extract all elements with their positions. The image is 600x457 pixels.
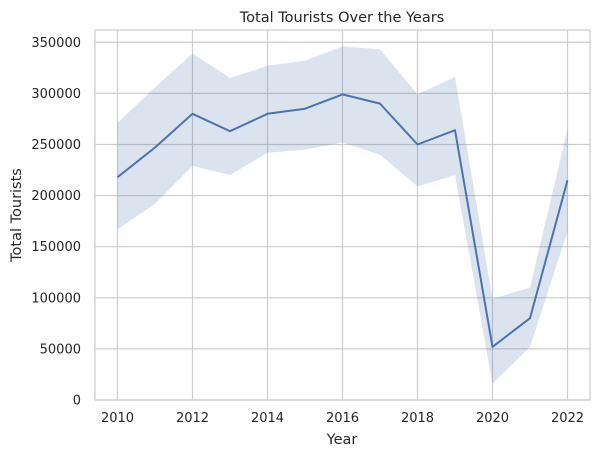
series-line bbox=[116, 93, 569, 348]
x-axis-ticks: 2010 2012 2014 2016 2018 2020 2022 bbox=[101, 411, 584, 426]
x-tick-label: 2018 bbox=[401, 411, 434, 426]
y-tick-label: 250000 bbox=[31, 138, 81, 153]
y-tick-label: 150000 bbox=[31, 240, 81, 255]
y-tick-label: 350000 bbox=[31, 36, 81, 51]
y-tick-label: 0 bbox=[73, 394, 81, 409]
y-tick-label: 100000 bbox=[31, 291, 81, 306]
x-tick-label: 2016 bbox=[326, 411, 359, 426]
plot-frame bbox=[94, 29, 591, 401]
x-tick-label: 2010 bbox=[101, 411, 134, 426]
x-tick-label: 2014 bbox=[251, 411, 284, 426]
y-tick-label: 50000 bbox=[40, 342, 81, 357]
x-axis-label: Year bbox=[326, 432, 358, 448]
x-tick-label: 2012 bbox=[176, 411, 209, 426]
y-axis-ticks: 0 50000 100000 150000 200000 250000 300000 3500… bbox=[31, 36, 81, 409]
grid-lines bbox=[95, 30, 590, 401]
y-tick-label: 200000 bbox=[31, 189, 81, 204]
y-axis-label: Total Tourists bbox=[9, 168, 25, 263]
y-tick-label: 300000 bbox=[31, 87, 81, 102]
x-tick-label: 2022 bbox=[551, 411, 584, 426]
x-tick-label: 2020 bbox=[476, 411, 509, 426]
chart-title: Total Tourists Over the Years bbox=[239, 10, 444, 26]
